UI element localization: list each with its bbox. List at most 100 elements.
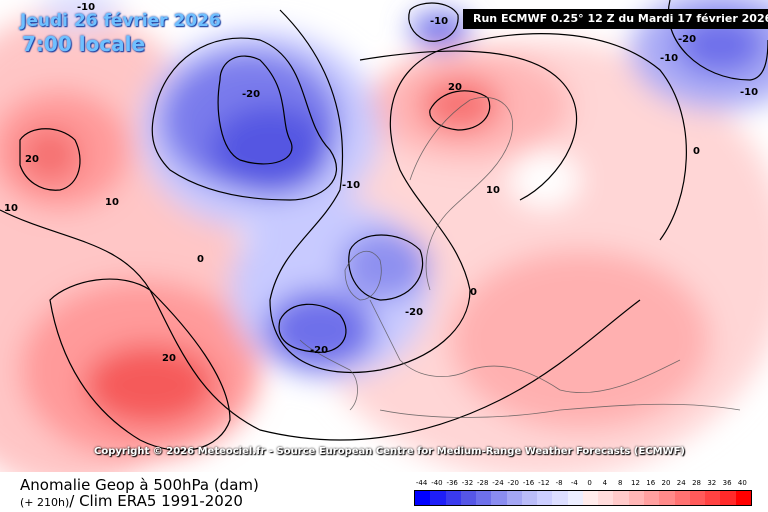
legend-swatch <box>598 491 614 505</box>
contour-label: -10 <box>77 2 95 13</box>
contour-minus10-small <box>408 2 459 42</box>
anomaly-map: -10 -10 -20 -20 -10 -20 -20 -10 20 20 10… <box>0 0 768 472</box>
legend-label: 28 <box>692 479 701 487</box>
northwest-positive-max <box>20 127 80 183</box>
legend-swatch <box>430 491 446 505</box>
contour-label: 10 <box>4 203 18 214</box>
map-subtitle: (+ 210h)/ Clim ERA5 1991-2020 <box>20 492 243 510</box>
legend-labels: -44 -40 -36 -32 -28 -24 -20 -16 -12 -8 -4 0 4 8 12 16 20… <box>414 479 750 489</box>
legend-label: 20 <box>661 479 671 487</box>
contour-label: -20 <box>242 89 260 100</box>
contour-minus20-north <box>217 55 293 165</box>
coast-iberia <box>299 339 358 411</box>
northeast-negative-core <box>675 15 765 75</box>
contour-label: 0 <box>693 146 700 157</box>
contour-label: -20 <box>405 307 423 318</box>
contour-zero-main <box>269 9 687 374</box>
legend-swatch <box>643 491 660 505</box>
legend-label: -8 <box>555 479 563 487</box>
atlantic-positive-max <box>85 345 215 425</box>
legend-swatch <box>415 491 431 505</box>
contour-label: 20 <box>448 82 462 93</box>
greenland-negative-max <box>210 105 330 195</box>
legend-label: -36 <box>446 479 458 487</box>
contour-label: 20 <box>162 353 176 364</box>
britain-negative-core <box>340 230 430 300</box>
legend-swatch <box>552 491 568 505</box>
legend-label: -40 <box>431 479 443 487</box>
forecast-hour: (+ 210h) <box>20 496 70 509</box>
legend-swatch <box>720 491 736 505</box>
balkan-positive-core <box>450 250 710 430</box>
legend-label: 4 <box>602 479 608 487</box>
contour-label: -10 <box>660 53 678 64</box>
iberia-negative-core <box>265 290 375 370</box>
contour-lines <box>0 0 768 451</box>
contour-minus10-britain <box>348 234 424 301</box>
contour-minus20-iberia <box>278 303 347 353</box>
legend-label: -24 <box>492 479 504 487</box>
legend-swatch <box>567 491 583 505</box>
legend-label: 40 <box>737 479 747 487</box>
legend-swatch <box>476 491 492 505</box>
legend-label: -12 <box>538 479 550 487</box>
legend-swatch <box>735 491 751 505</box>
contour-label: -10 <box>740 87 758 98</box>
coast-north-africa <box>379 403 741 418</box>
coast-britain <box>344 250 382 301</box>
legend-swatch <box>445 491 461 505</box>
legend-label: 24 <box>676 479 686 487</box>
anomaly-fields <box>0 0 768 472</box>
legend-swatch <box>659 491 675 505</box>
coast-scandinavia <box>409 97 513 291</box>
contour-label: 0 <box>197 254 204 265</box>
contour-label: 0 <box>470 287 477 298</box>
contour-label: -20 <box>310 345 328 356</box>
legend-swatch <box>613 491 629 505</box>
legend-label: 0 <box>587 479 592 487</box>
legend-label: -16 <box>522 479 535 487</box>
legend-label: -4 <box>570 479 578 487</box>
forecast-date: Jeudi 26 février 2026 <box>20 11 221 31</box>
legend-label: 12 <box>630 479 640 487</box>
contour-20-northwest <box>19 128 81 191</box>
legend-label: 32 <box>707 479 717 487</box>
contour-label: -20 <box>678 34 696 45</box>
contour-label: 10 <box>486 185 500 196</box>
contour-20-scandinavia <box>429 90 491 131</box>
legend-swatch <box>521 491 538 505</box>
legend-label: -32 <box>461 479 474 487</box>
legend-swatch <box>705 491 721 505</box>
contour-20-atlantic <box>49 278 231 451</box>
model-run-banner: Run ECMWF 0.25° 12 Z du Mardi 17 février… <box>463 9 768 29</box>
legend-label: -28 <box>477 479 489 487</box>
legend-swatch <box>491 491 507 505</box>
contour-label: -10 <box>342 180 360 191</box>
copyright-notice: Copyright © 2026 Meteociel.fr - Source E… <box>94 446 685 457</box>
forecast-time: 7:00 locale <box>22 32 146 56</box>
contour-10-south <box>0 209 641 441</box>
legend-swatch <box>674 491 690 505</box>
top-left-negative <box>40 0 120 30</box>
contour-label: -10 <box>430 16 448 27</box>
contour-10-east <box>359 50 578 201</box>
contour-minus10-north <box>151 37 337 201</box>
north-small-negative <box>410 12 470 48</box>
legend-swatch <box>689 491 706 505</box>
legend-label: 8 <box>617 479 623 487</box>
color-legend <box>414 490 752 506</box>
legend-swatch <box>460 491 477 505</box>
coastlines <box>299 97 741 418</box>
map-title: Anomalie Geop à 500hPa (dam) <box>20 476 259 494</box>
legend-label: -44 <box>415 479 428 487</box>
legend-label: -20 <box>507 479 519 487</box>
contour-label: 10 <box>105 197 119 208</box>
contour-label: 20 <box>25 154 39 165</box>
russia-neutral-patch <box>510 152 580 208</box>
coast-europe-south <box>369 299 681 394</box>
legend-swatch <box>506 491 522 505</box>
contour-label-layer: -10 -10 -20 -20 -10 -20 -20 -10 20 20 10… <box>4 2 758 364</box>
legend-label: 16 <box>646 479 656 487</box>
legend-swatch <box>582 491 599 505</box>
climatology-reference: / Clim ERA5 1991-2020 <box>69 492 243 510</box>
